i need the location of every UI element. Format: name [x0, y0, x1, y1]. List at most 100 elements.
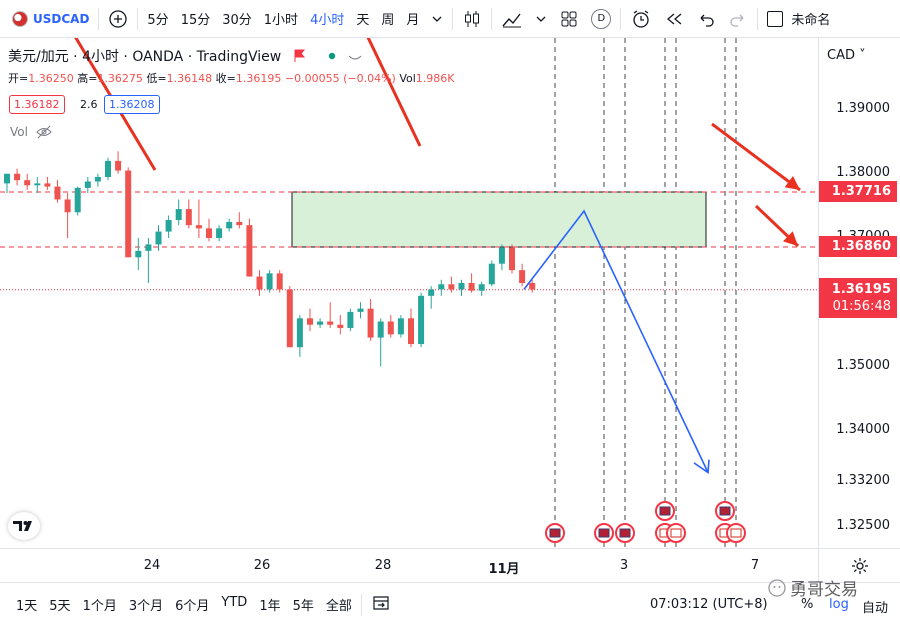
go-to-date-button[interactable] [365, 594, 397, 616]
chart-pane[interactable] [0, 38, 818, 548]
low-label: 低= [146, 72, 167, 85]
change-value: −0.00055 (−0.04%) [284, 72, 396, 85]
time-tick: 26 [253, 558, 271, 573]
interval-30m[interactable]: 30分 [216, 0, 258, 38]
divider [491, 7, 493, 30]
time-axis[interactable]: 24 26 28 11月 3 7 [0, 548, 818, 582]
candle-body [4, 173, 10, 184]
indicators-chart-icon [502, 13, 522, 27]
ask-price: 1.36208 [109, 98, 155, 111]
price-chart[interactable] [0, 38, 818, 548]
indicators-button[interactable] [495, 0, 529, 38]
candle-body [185, 209, 192, 226]
layout-name: 未命名 [791, 13, 831, 28]
volume-indicator-legend[interactable]: Vol [10, 125, 52, 139]
gear-icon[interactable] [850, 556, 870, 576]
candle-body [387, 321, 394, 335]
layout-name-button[interactable]: 未命名 [761, 0, 836, 38]
economic-event-marker[interactable] [726, 523, 746, 543]
economic-event-marker[interactable] [715, 501, 735, 521]
auto-scale-toggle[interactable]: 自动 [862, 601, 889, 616]
economic-event-marker[interactable] [655, 501, 675, 521]
tradingview-logo-icon[interactable] [8, 512, 40, 540]
range-1y[interactable]: 1年 [259, 599, 281, 614]
compare-symbol-button[interactable] [102, 0, 134, 38]
canada-flag-icon [730, 528, 742, 538]
us-flag-icon [549, 528, 561, 538]
alert-button[interactable] [624, 0, 658, 38]
replay-mode-button[interactable]: D [585, 0, 617, 38]
candle-body [105, 160, 111, 177]
candle-body [155, 231, 162, 245]
interval-4h[interactable]: 4小时 [304, 0, 350, 38]
price-tick: 1.33200 [836, 473, 890, 489]
chart-type-button[interactable] [456, 0, 488, 38]
candle-body [347, 311, 354, 328]
interval-1d[interactable]: 天 [350, 0, 375, 38]
undo-button[interactable] [690, 0, 722, 38]
red-flag-icon[interactable] [293, 49, 307, 63]
symbol-label: USDCAD [33, 11, 90, 26]
interval-label: 4小时 [310, 13, 345, 28]
bid-button[interactable]: 1.36182 [9, 95, 65, 114]
symbol-search-button[interactable]: USDCAD [0, 0, 95, 38]
candle-body [84, 181, 91, 188]
range-6m[interactable]: 6个月 [175, 599, 210, 614]
interval-1mo[interactable]: 月 [400, 0, 425, 38]
candle-body [125, 170, 132, 258]
economic-event-marker[interactable] [545, 523, 565, 543]
high-label: 高= [77, 72, 98, 85]
vol-label: Vol [399, 72, 416, 85]
range-3m[interactable]: 3个月 [128, 599, 164, 614]
price-axis[interactable]: CAD ˅ 1.390001.380001.370001.350001.3400… [818, 38, 900, 548]
economic-event-marker[interactable] [666, 523, 686, 543]
candle-body [418, 295, 425, 345]
range-ytd[interactable]: YTD [221, 595, 248, 610]
timezone-clock[interactable]: 07:03:12 (UTC+8) [650, 597, 768, 612]
divider [452, 7, 454, 30]
ask-button[interactable]: 1.36208 [104, 95, 160, 114]
interval-1h[interactable]: 1小时 [258, 0, 304, 38]
chart-title: 美元/加元 · 4小时 · OANDA · TradingView [8, 49, 282, 65]
economic-event-marker[interactable] [615, 523, 635, 543]
economic-event-marker[interactable] [594, 523, 614, 543]
range-5d[interactable]: 5天 [49, 599, 71, 614]
templates-button[interactable] [553, 0, 585, 38]
chart-settings-corner[interactable] [818, 548, 900, 582]
us-flag-icon [619, 528, 631, 538]
range-5y[interactable]: 5年 [292, 599, 314, 614]
candle-body [307, 318, 313, 325]
indicators-dropdown[interactable] [529, 0, 553, 38]
redo-button[interactable] [722, 0, 754, 38]
interval-dropdown-button[interactable] [425, 0, 449, 38]
top-toolbar: USDCAD 5分 15分 30分 1小时 4小时 天 周 月 [0, 0, 900, 38]
candle-body [54, 186, 61, 200]
candle-body [397, 318, 404, 335]
candle-body [468, 282, 475, 291]
range-all[interactable]: 全部 [325, 599, 352, 614]
redo-icon [730, 14, 744, 27]
vol-value: 1.986K [415, 72, 455, 85]
log-scale-toggle[interactable]: log [829, 597, 849, 612]
interval-15m[interactable]: 15分 [175, 0, 217, 38]
interval-label: 1小时 [263, 13, 299, 28]
range-1d[interactable]: 1天 [16, 599, 38, 614]
range-1m[interactable]: 1个月 [82, 599, 117, 614]
volume-indicator-label: Vol [10, 125, 28, 139]
time-tick: 28 [374, 558, 392, 573]
projection-path [523, 209, 709, 473]
interval-1w[interactable]: 周 [375, 0, 400, 38]
bid-price: 1.36182 [14, 98, 60, 111]
candle-body [286, 289, 293, 348]
divider [137, 7, 139, 30]
percent-scale-toggle[interactable]: % [801, 597, 814, 612]
divider [620, 7, 622, 30]
calendar-goto-icon [373, 595, 389, 610]
interval-label: 周 [381, 13, 395, 28]
interval-5m[interactable]: 5分 [141, 0, 174, 38]
annotation-arrow-symbol [74, 38, 157, 171]
currency-selector[interactable]: CAD ˅ [827, 48, 866, 63]
eye-hidden-icon[interactable] [36, 125, 52, 139]
candlestick-icon [465, 10, 480, 27]
bar-replay-button[interactable] [658, 0, 690, 38]
